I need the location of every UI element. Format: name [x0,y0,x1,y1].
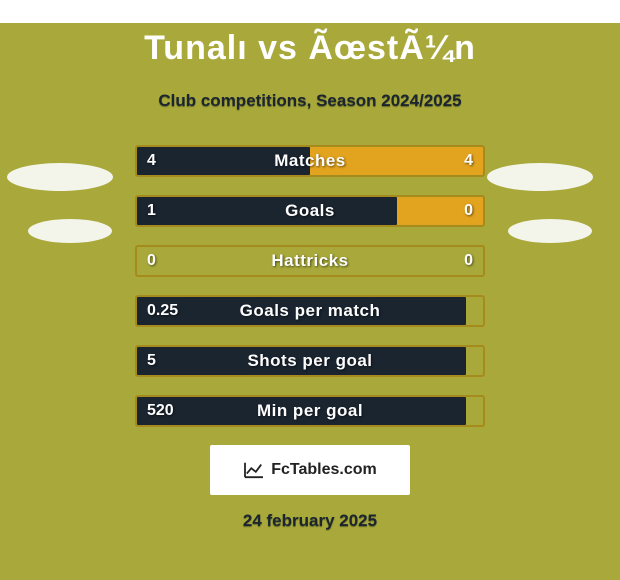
stat-label: Goals per match [137,297,483,325]
stat-label: Matches [137,147,483,175]
stat-label: Min per goal [137,397,483,425]
date-label: 24 february 2025 [10,511,610,531]
stat-value-right: 0 [464,197,473,225]
stat-value-right: 0 [464,247,473,275]
stat-row-goals-per-match: 0.25 Goals per match [135,295,485,327]
stat-label: Goals [137,197,483,225]
stat-row-shots-per-goal: 5 Shots per goal [135,345,485,377]
stat-rows: 4 Matches 4 1 Goals 0 0 Hattricks 0 [135,145,485,427]
stat-row-goals: 1 Goals 0 [135,195,485,227]
comparison-card: Tunalı vs ÃœstÃ¼n Club competitions, Sea… [0,23,620,580]
stat-value-right: 4 [464,147,473,175]
page-title: Tunalı vs ÃœstÃ¼n [0,23,620,68]
player-ellipse-right-1 [487,163,593,191]
stat-row-matches: 4 Matches 4 [135,145,485,177]
chart-icon [243,461,265,479]
logo-pill[interactable]: FcTables.com [210,445,410,495]
stat-label: Hattricks [137,247,483,275]
stat-row-hattricks: 0 Hattricks 0 [135,245,485,277]
logo-text: FcTables.com [271,461,377,479]
player-ellipse-right-2 [508,219,592,243]
comparison-chart: 4 Matches 4 1 Goals 0 0 Hattricks 0 [0,145,620,531]
subtitle: Club competitions, Season 2024/2025 [0,91,620,111]
stat-row-min-per-goal: 520 Min per goal [135,395,485,427]
player-ellipse-left-2 [28,219,112,243]
stat-label: Shots per goal [137,347,483,375]
player-ellipse-left-1 [7,163,113,191]
